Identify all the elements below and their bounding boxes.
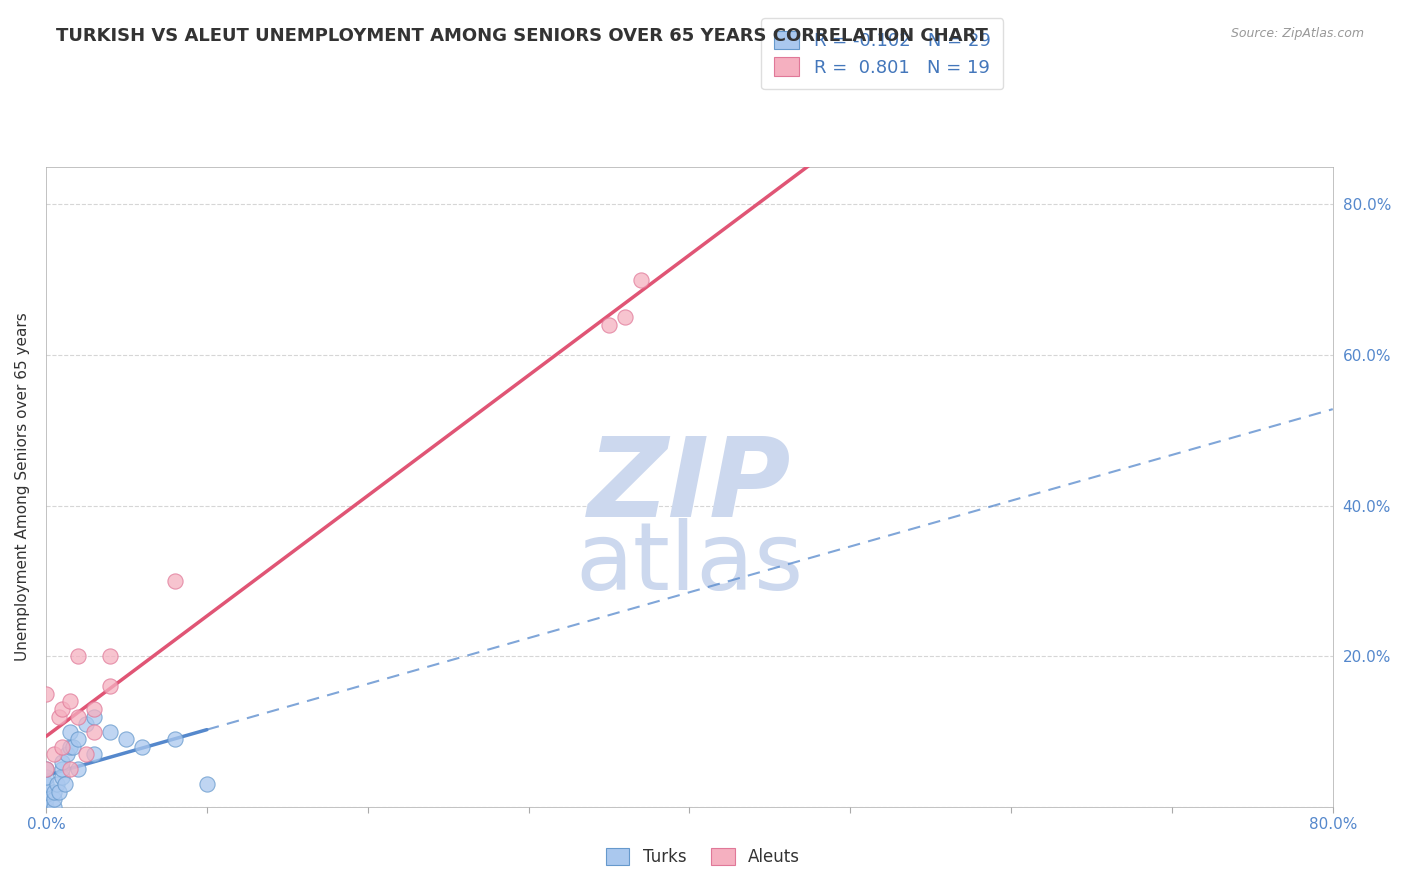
Point bbox=[67, 709, 90, 723]
Point bbox=[59, 724, 82, 739]
Point bbox=[83, 747, 105, 762]
Point bbox=[67, 649, 90, 664]
Point bbox=[59, 762, 82, 776]
Point bbox=[59, 694, 82, 708]
Point bbox=[35, 770, 58, 784]
Text: TURKISH VS ALEUT UNEMPLOYMENT AMONG SENIORS OVER 65 YEARS CORRELATION CHART: TURKISH VS ALEUT UNEMPLOYMENT AMONG SENI… bbox=[56, 27, 988, 45]
Point bbox=[59, 739, 82, 754]
Point bbox=[35, 792, 58, 806]
Point bbox=[67, 762, 90, 776]
Point bbox=[62, 739, 84, 754]
Point bbox=[48, 785, 70, 799]
Legend: Turks, Aleuts: Turks, Aleuts bbox=[598, 840, 808, 875]
Point bbox=[98, 724, 121, 739]
Point bbox=[195, 777, 218, 791]
Point bbox=[35, 785, 58, 799]
Point bbox=[46, 777, 69, 791]
Text: Source: ZipAtlas.com: Source: ZipAtlas.com bbox=[1230, 27, 1364, 40]
Point bbox=[35, 762, 58, 776]
Point bbox=[131, 739, 153, 754]
Point bbox=[67, 732, 90, 747]
Text: ZIP: ZIP bbox=[588, 434, 792, 541]
Point bbox=[35, 800, 58, 814]
Point bbox=[51, 755, 73, 769]
Point bbox=[35, 777, 58, 791]
Point bbox=[42, 800, 65, 814]
Point bbox=[75, 747, 97, 762]
Text: atlas: atlas bbox=[575, 517, 803, 609]
Point bbox=[98, 649, 121, 664]
Point bbox=[163, 574, 186, 588]
Point bbox=[42, 785, 65, 799]
Point bbox=[83, 724, 105, 739]
Point bbox=[35, 687, 58, 701]
Point bbox=[163, 732, 186, 747]
Point bbox=[53, 777, 76, 791]
Point bbox=[115, 732, 138, 747]
Y-axis label: Unemployment Among Seniors over 65 years: Unemployment Among Seniors over 65 years bbox=[15, 312, 30, 661]
Point bbox=[51, 739, 73, 754]
Legend: R = -0.102   N = 29, R =  0.801   N = 19: R = -0.102 N = 29, R = 0.801 N = 19 bbox=[762, 18, 1004, 89]
Point bbox=[51, 702, 73, 716]
Point bbox=[75, 717, 97, 731]
Point bbox=[48, 709, 70, 723]
Point bbox=[51, 762, 73, 776]
Point bbox=[83, 709, 105, 723]
Point bbox=[614, 310, 637, 325]
Point bbox=[56, 747, 79, 762]
Point bbox=[35, 762, 58, 776]
Point bbox=[51, 770, 73, 784]
Point bbox=[98, 680, 121, 694]
Point bbox=[42, 747, 65, 762]
Point bbox=[630, 272, 652, 286]
Point bbox=[598, 318, 620, 332]
Point bbox=[42, 792, 65, 806]
Point bbox=[83, 702, 105, 716]
